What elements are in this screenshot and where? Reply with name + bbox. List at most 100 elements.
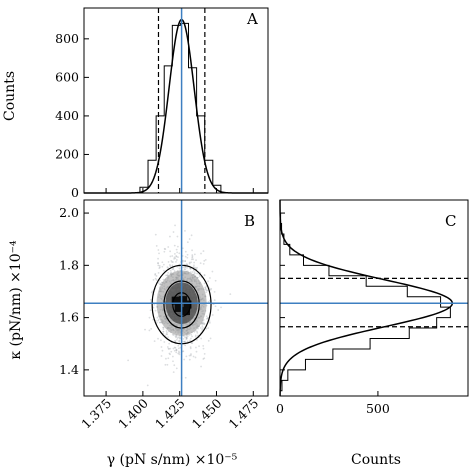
scatter-point: [169, 265, 172, 268]
scatter-point: [158, 252, 160, 255]
scatter-point: [173, 346, 176, 349]
scatter-point: [193, 272, 196, 275]
scatter-point: [172, 231, 175, 233]
scatter-point: [190, 342, 193, 345]
scatter-point: [176, 337, 179, 340]
scatter-point: [183, 268, 186, 271]
scatter-point: [164, 248, 167, 251]
scatter-point: [175, 248, 178, 251]
scatter-point: [184, 260, 186, 262]
scatter-point: [175, 367, 178, 370]
scatter-point: [148, 329, 151, 332]
scatter-point: [158, 264, 161, 267]
scatter-point: [194, 334, 197, 337]
scatter-point: [173, 270, 176, 272]
scatter-point: [155, 245, 158, 247]
scatter-point: [193, 253, 196, 256]
scatter-point: [162, 278, 165, 281]
scatter-point: [153, 303, 156, 306]
scatter-point: [191, 271, 194, 273]
scatter-point: [157, 319, 160, 322]
scatter-point: [186, 263, 189, 266]
panel-b-xtick-label: 1.425: [152, 396, 188, 432]
scatter-point: [169, 255, 172, 258]
scatter-point: [160, 339, 162, 342]
scatter-point: [209, 277, 211, 279]
scatter-point: [178, 350, 180, 353]
scatter-point: [209, 337, 212, 340]
scatter-point: [155, 275, 158, 277]
scatter-point: [183, 358, 186, 361]
scatter-point: [184, 340, 186, 343]
scatter-point: [196, 272, 198, 275]
scatter-point: [169, 250, 172, 253]
scatter-point: [196, 266, 199, 269]
scatter-point: [203, 282, 206, 285]
scatter-point: [159, 283, 162, 286]
scatter-point: [162, 326, 165, 329]
scatter-point: [189, 339, 191, 342]
scatter-point: [195, 259, 197, 261]
panel-a-ytick-label: 800: [55, 31, 79, 46]
scatter-point: [174, 346, 177, 349]
scatter-point: [173, 349, 176, 352]
scatter-point: [157, 337, 159, 340]
scatter-point: [185, 337, 188, 340]
scatter-point: [179, 336, 181, 339]
scatter-point: [185, 263, 188, 266]
scatter-point: [178, 339, 181, 342]
scatter-point: [178, 267, 181, 270]
scatter-point: [162, 269, 165, 272]
panel-b-letter: B: [244, 212, 255, 230]
scatter-point: [202, 347, 205, 350]
scatter-point: [171, 268, 174, 271]
scatter-point: [185, 355, 188, 358]
scatter-point: [171, 333, 174, 336]
scatter-point: [195, 346, 197, 349]
scatter-point: [162, 326, 165, 329]
scatter-point: [189, 267, 192, 270]
scatter-point: [175, 335, 178, 338]
scatter-point: [178, 351, 181, 354]
panel-b-xtick-label: 1.450: [189, 395, 225, 431]
scatter-point: [190, 258, 193, 261]
scatter-point: [162, 330, 165, 333]
scatter-point: [175, 259, 178, 261]
scatter-point: [201, 325, 204, 328]
scatter-point: [186, 335, 189, 338]
panel-b-xtick-label: 1.400: [115, 395, 151, 431]
scatter-point: [214, 279, 217, 282]
scatter-point: [174, 340, 177, 343]
scatter-point: [193, 271, 196, 274]
scatter-point: [178, 353, 181, 356]
scatter-point: [194, 266, 197, 269]
scatter-point: [202, 345, 205, 347]
density-peak-cell-4: [182, 307, 191, 316]
scatter-point: [188, 354, 191, 357]
scatter-point: [158, 267, 161, 270]
scatter-point: [191, 254, 194, 256]
scatter-point: [168, 352, 171, 355]
scatter-point: [173, 257, 175, 260]
scatter-point: [185, 336, 188, 339]
scatter-point: [220, 306, 222, 309]
scatter-point: [167, 357, 170, 360]
scatter-point: [159, 321, 161, 324]
panel-a-frame: [83, 7, 269, 194]
panel-b-ylabel: κ (pN/nm) ×10⁻⁴: [8, 240, 24, 360]
scatter-point: [144, 328, 146, 331]
scatter-point: [209, 288, 212, 291]
scatter-point: [201, 322, 204, 325]
scatter-point: [177, 344, 180, 347]
scatter-point: [171, 255, 174, 257]
scatter-point: [184, 336, 186, 338]
scatter-point: [200, 252, 202, 255]
scatter-point: [203, 259, 206, 262]
panel-b-ytick-label: 2.0: [59, 205, 79, 220]
scatter-point: [176, 251, 179, 254]
scatter-point: [157, 282, 160, 284]
scatter-point: [188, 262, 191, 265]
scatter-point: [206, 317, 209, 320]
scatter-point: [165, 357, 167, 360]
scatter-point: [166, 346, 169, 348]
